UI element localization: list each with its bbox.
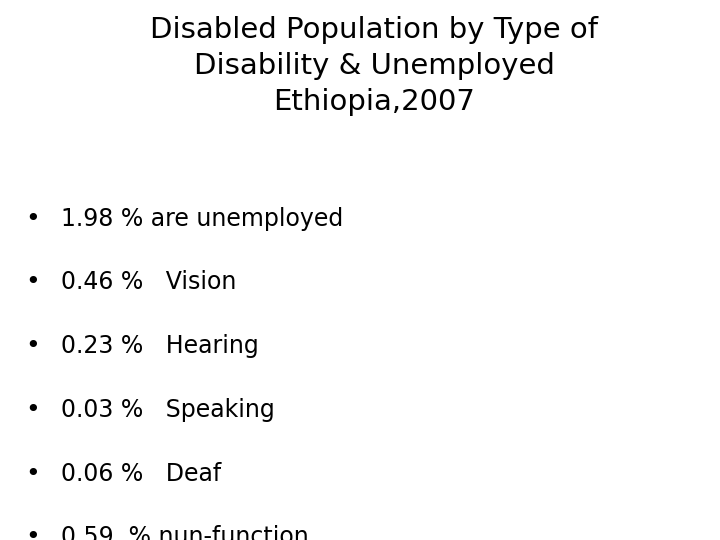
Text: Disabled Population by Type of
Disability & Unemployed
Ethiopia,2007: Disabled Population by Type of Disabilit… (150, 16, 598, 116)
Text: •: • (25, 207, 40, 231)
Text: •: • (25, 398, 40, 422)
Text: •: • (25, 271, 40, 294)
Text: 0.59  % nun-function: 0.59 % nun-function (61, 525, 309, 540)
Text: 0.46 %   Vision: 0.46 % Vision (61, 271, 237, 294)
Text: 0.06 %   Deaf: 0.06 % Deaf (61, 462, 222, 485)
Text: 0.23 %   Hearing: 0.23 % Hearing (61, 334, 259, 358)
Text: •: • (25, 462, 40, 485)
Text: •: • (25, 525, 40, 540)
Text: 1.98 % are unemployed: 1.98 % are unemployed (61, 207, 343, 231)
Text: 0.03 %   Speaking: 0.03 % Speaking (61, 398, 275, 422)
Text: •: • (25, 334, 40, 358)
